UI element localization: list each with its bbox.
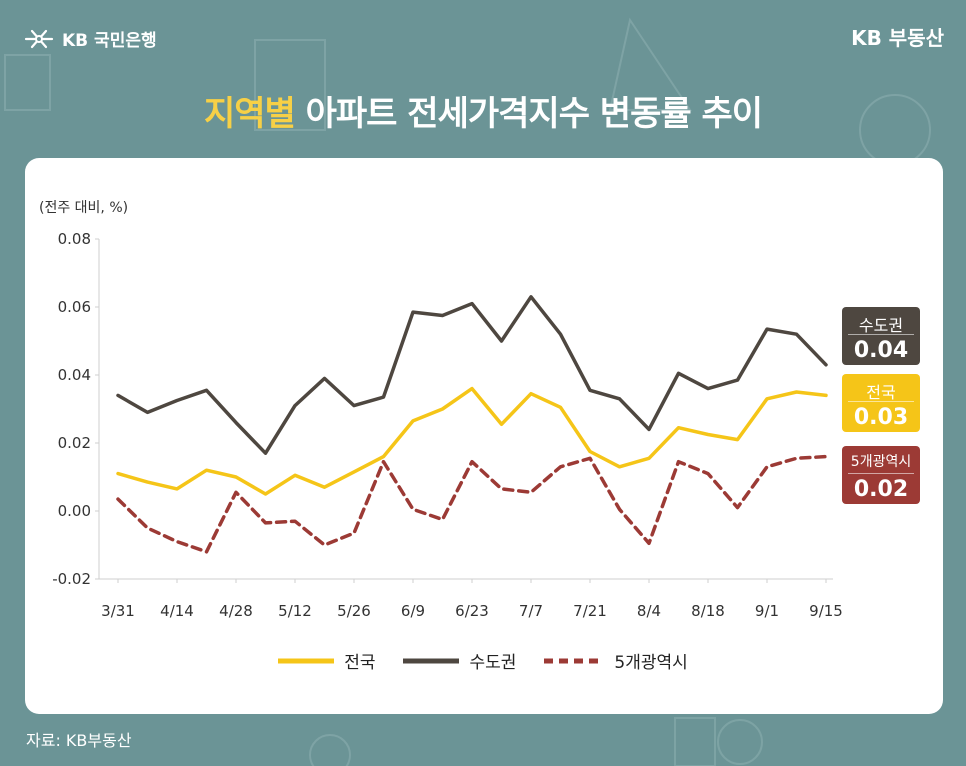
capital-end-name: 수도권 bbox=[848, 307, 914, 335]
legend-swatch-capital bbox=[403, 658, 460, 663]
legend-item-national: 전국 bbox=[278, 648, 375, 673]
y-tick-label: 0.06 bbox=[58, 298, 91, 316]
x-tick-label: 6/9 bbox=[401, 602, 425, 620]
series-line-national bbox=[116, 386, 828, 496]
series-line-capital bbox=[116, 295, 828, 455]
national-end-name: 전국 bbox=[848, 374, 914, 402]
x-tick-label: 7/21 bbox=[573, 602, 607, 620]
x-tick-label: 6/23 bbox=[455, 602, 489, 620]
legend-swatch-metro5 bbox=[544, 658, 605, 663]
y-tick-label: -0.02 bbox=[52, 570, 91, 588]
y-axis-label: (전주 대비, %) bbox=[39, 200, 128, 216]
y-tick-label: 0.00 bbox=[58, 502, 91, 520]
x-tick-label: 3/31 bbox=[101, 602, 135, 620]
line-chart: (전주 대비, %) 0.08 0.06 0.04 0.02 0.00 -0.02 3/31 4… bbox=[39, 200, 843, 620]
kb-kookmin-logo: KB 국민은행 bbox=[22, 26, 157, 51]
chart-legend: 전국 수도권 5개광역시 bbox=[0, 648, 966, 673]
x-tick-label: 9/1 bbox=[755, 602, 779, 620]
x-tick-label: 9/15 bbox=[809, 602, 843, 620]
series-line-metro5 bbox=[116, 454, 828, 554]
x-tick-label: 5/26 bbox=[337, 602, 371, 620]
legend-label-metro5: 5개광역시 bbox=[614, 653, 688, 673]
x-tick-label: 8/18 bbox=[691, 602, 725, 620]
x-tick-label: 7/7 bbox=[519, 602, 543, 620]
capital-end-value: 0.04 bbox=[853, 338, 909, 363]
capital-end-label: 수도권 0.04 bbox=[842, 307, 920, 365]
metro5-end-value: 0.02 bbox=[853, 477, 909, 502]
circle-decoration bbox=[309, 734, 351, 766]
legend-item-capital: 수도권 bbox=[403, 648, 516, 673]
house-decoration bbox=[4, 54, 51, 111]
legend-item-metro5: 5개광역시 bbox=[544, 648, 688, 673]
metro5-end-name: 5개광역시 bbox=[848, 446, 914, 474]
kb-star-icon bbox=[24, 29, 54, 48]
ruler-decoration bbox=[608, 17, 692, 111]
x-tick-label: 5/12 bbox=[278, 602, 312, 620]
legend-label-national: 전국 bbox=[344, 653, 376, 673]
y-tick-label: 0.08 bbox=[58, 230, 91, 248]
metro5-end-label: 5개광역시 0.02 bbox=[842, 446, 920, 504]
x-tick-label: 4/28 bbox=[219, 602, 253, 620]
building-decoration bbox=[254, 39, 326, 131]
legend-label-capital: 수도권 bbox=[469, 653, 517, 673]
y-tick-label: 0.02 bbox=[58, 434, 91, 452]
legend-swatch-national bbox=[278, 658, 335, 663]
chart-card: (전주 대비, %) 0.08 0.06 0.04 0.02 0.00 -0.02 3/31 4… bbox=[25, 158, 943, 714]
bank-logo-text: KB 국민은행 bbox=[62, 31, 157, 51]
page-title: 지역별 아파트 전세가격지수 변동률 추이 bbox=[0, 86, 966, 135]
calculator-decoration bbox=[674, 717, 716, 766]
title-highlight: 지역별 bbox=[203, 94, 296, 134]
x-tick-label: 8/4 bbox=[637, 602, 661, 620]
y-tick-label: 0.04 bbox=[58, 366, 91, 384]
kb-realestate-logo: KB 부동산 bbox=[851, 26, 944, 50]
national-end-label: 전국 0.03 bbox=[842, 374, 920, 432]
source-note: 자료: KB부동산 bbox=[26, 731, 132, 750]
x-tick-label: 4/14 bbox=[160, 602, 194, 620]
coin-decoration bbox=[717, 719, 763, 765]
title-rest: 아파트 전세가격지수 변동률 추이 bbox=[294, 94, 763, 134]
national-end-value: 0.03 bbox=[853, 405, 909, 430]
